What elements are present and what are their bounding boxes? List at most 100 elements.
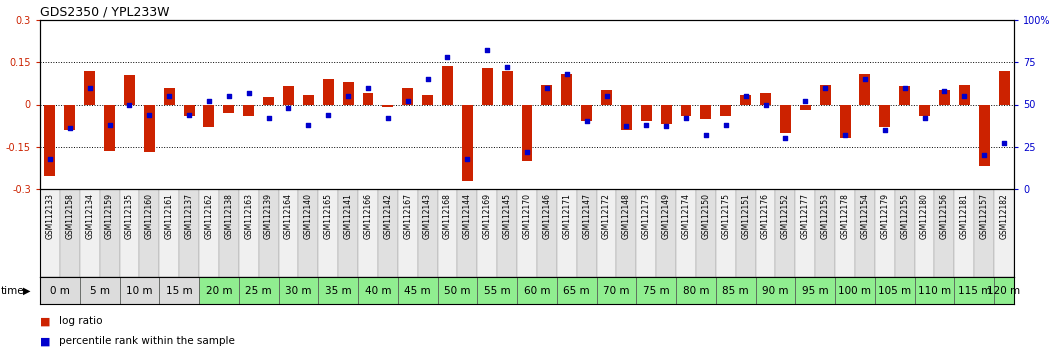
Point — [420, 76, 436, 82]
Bar — [497, 189, 517, 277]
Text: GSM112154: GSM112154 — [860, 193, 870, 239]
Point — [459, 156, 476, 161]
Bar — [735, 189, 755, 277]
Text: GSM112169: GSM112169 — [483, 193, 492, 239]
Bar — [939, 90, 950, 104]
Bar — [839, 104, 851, 138]
Point — [638, 122, 655, 127]
Bar — [279, 189, 298, 277]
Bar — [955, 277, 994, 304]
Text: GSM112142: GSM112142 — [383, 193, 392, 239]
Bar — [120, 277, 159, 304]
Bar — [40, 189, 60, 277]
Bar — [979, 104, 989, 166]
Bar — [481, 68, 493, 104]
Bar — [239, 189, 259, 277]
Text: log ratio: log ratio — [59, 316, 103, 326]
Text: GSM112133: GSM112133 — [45, 193, 55, 239]
Text: 15 m: 15 m — [166, 285, 192, 296]
Point — [876, 127, 893, 133]
Text: GSM112164: GSM112164 — [284, 193, 293, 239]
Point — [360, 85, 377, 90]
Bar — [159, 277, 199, 304]
Point — [180, 112, 197, 118]
Bar — [715, 189, 735, 277]
Text: GSM112155: GSM112155 — [900, 193, 909, 239]
Bar — [223, 104, 234, 113]
Point — [260, 115, 277, 121]
Bar — [418, 189, 437, 277]
Bar — [637, 189, 657, 277]
Text: GSM112178: GSM112178 — [840, 193, 850, 239]
Text: GSM112153: GSM112153 — [820, 193, 830, 239]
Bar — [537, 189, 557, 277]
Bar — [561, 74, 572, 104]
Bar — [199, 277, 239, 304]
Bar — [179, 189, 199, 277]
Bar — [835, 189, 855, 277]
Bar — [999, 71, 1009, 104]
Bar — [318, 189, 338, 277]
Point — [538, 85, 555, 90]
Bar — [144, 104, 155, 152]
Text: 75 m: 75 m — [643, 285, 669, 296]
Text: 80 m: 80 m — [683, 285, 709, 296]
Bar — [859, 74, 871, 104]
Bar — [721, 104, 731, 116]
Bar — [140, 189, 159, 277]
Text: GSM112138: GSM112138 — [224, 193, 233, 239]
Bar — [517, 277, 557, 304]
Point — [498, 64, 515, 70]
Text: 20 m: 20 m — [206, 285, 232, 296]
Text: 95 m: 95 m — [801, 285, 829, 296]
Point — [698, 132, 714, 138]
Text: 120 m: 120 m — [987, 285, 1021, 296]
Text: GSM112157: GSM112157 — [980, 193, 989, 239]
Text: GSM112140: GSM112140 — [304, 193, 313, 239]
Text: GSM112165: GSM112165 — [324, 193, 333, 239]
Bar — [895, 189, 915, 277]
Bar — [815, 189, 835, 277]
Point — [996, 141, 1012, 146]
Bar — [581, 104, 592, 121]
Point — [936, 88, 952, 94]
Point — [857, 76, 874, 82]
Point — [956, 93, 972, 99]
Text: GSM112163: GSM112163 — [244, 193, 253, 239]
Bar — [80, 277, 120, 304]
Bar — [437, 189, 457, 277]
Text: GSM112175: GSM112175 — [722, 193, 730, 239]
Text: GSM112162: GSM112162 — [205, 193, 213, 239]
Text: GSM112156: GSM112156 — [940, 193, 949, 239]
Bar — [363, 93, 373, 104]
Text: GSM112135: GSM112135 — [125, 193, 134, 239]
Bar — [661, 104, 671, 124]
Bar — [159, 189, 179, 277]
Bar — [899, 86, 911, 104]
Bar — [521, 104, 533, 161]
Bar — [477, 189, 497, 277]
Text: 25 m: 25 m — [245, 285, 272, 296]
Bar — [701, 104, 711, 119]
Text: GSM112177: GSM112177 — [800, 193, 810, 239]
Bar — [279, 277, 318, 304]
Point — [300, 122, 317, 127]
Bar — [637, 277, 677, 304]
Text: GSM112145: GSM112145 — [502, 193, 512, 239]
Text: GSM112141: GSM112141 — [344, 193, 352, 239]
Bar — [219, 189, 239, 277]
Point — [737, 93, 754, 99]
Text: GSM112158: GSM112158 — [65, 193, 74, 239]
Point — [837, 132, 854, 138]
Bar — [597, 189, 617, 277]
Text: GSM112137: GSM112137 — [185, 193, 194, 239]
Text: ■: ■ — [40, 337, 50, 347]
Bar — [975, 189, 994, 277]
Bar — [799, 104, 811, 110]
Bar — [577, 189, 597, 277]
Point — [220, 93, 237, 99]
Text: 115 m: 115 m — [958, 285, 991, 296]
Text: GSM112182: GSM112182 — [1000, 193, 1008, 239]
Text: 10 m: 10 m — [126, 285, 153, 296]
Bar — [457, 189, 477, 277]
